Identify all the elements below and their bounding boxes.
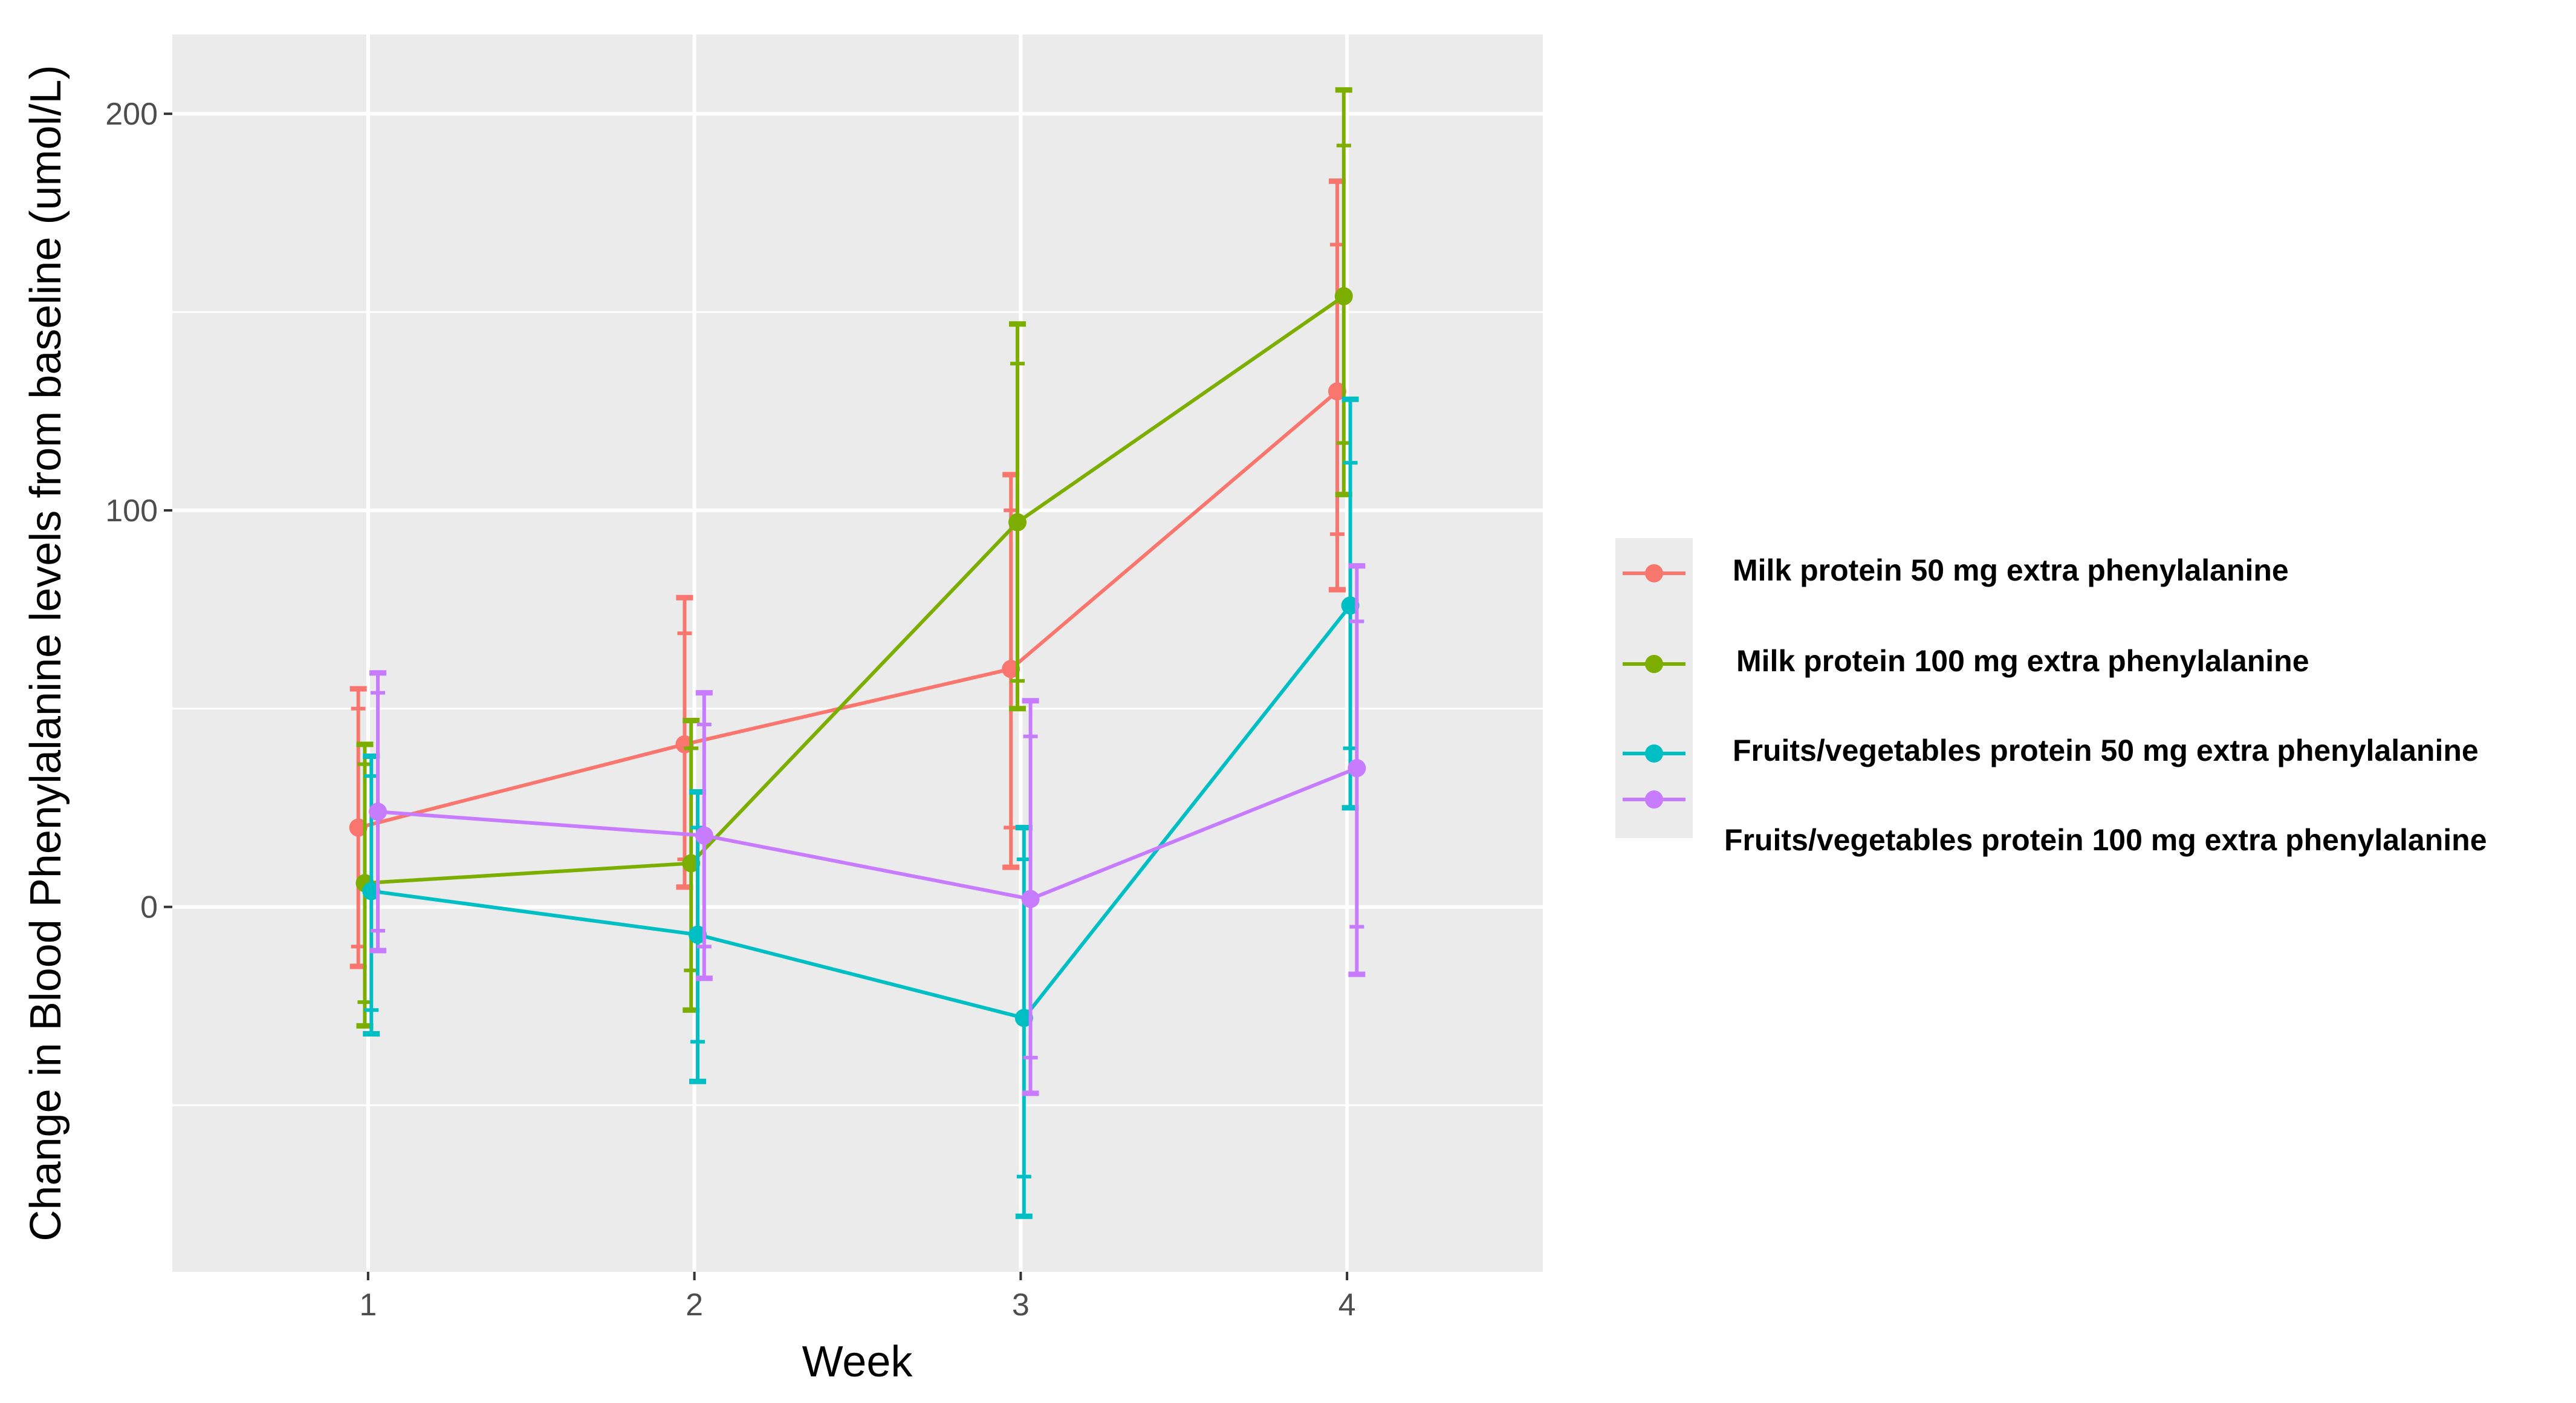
- legend-label: Milk protein 100 mg extra phenylalanine: [1736, 644, 2309, 678]
- legend-item-3: Fruits/vegetables protein 50 mg extra ph…: [1623, 734, 2479, 767]
- legend-label: Milk protein 50 mg extra phenylalanine: [1733, 553, 2289, 587]
- data-point: [1341, 596, 1360, 615]
- legend-item-2: Milk protein 100 mg extra phenylalanine: [1623, 644, 2309, 678]
- legend-label: Fruits/vegetables protein 50 mg extra ph…: [1733, 734, 2479, 767]
- data-point: [1008, 513, 1027, 532]
- x-tick-label: 3: [1012, 1287, 1030, 1323]
- series-line: [371, 604, 1352, 1020]
- data-point: [1334, 287, 1353, 305]
- data-point: [695, 826, 713, 845]
- y-tick-label: 200: [105, 97, 158, 132]
- legend-label: Fruits/vegetables protein 100 mg extra p…: [1724, 823, 2487, 857]
- series-line: [357, 389, 1338, 830]
- series-line: [365, 295, 1345, 885]
- legend-key-point: [1645, 564, 1663, 582]
- legend-key-point: [1645, 744, 1663, 763]
- x-tick-label: 1: [359, 1287, 377, 1323]
- x-tick-label: 4: [1338, 1287, 1356, 1323]
- legend-key-background: [1615, 538, 1693, 838]
- data-point: [1348, 759, 1366, 778]
- y-tick-label: 0: [140, 890, 158, 925]
- series-layer: [349, 87, 1366, 1219]
- data-point: [1002, 660, 1020, 679]
- data-point: [349, 818, 368, 837]
- data-point: [1021, 890, 1040, 908]
- data-point: [369, 802, 388, 821]
- y-axis-title: Change in Blood Phenylalanine levels fro…: [22, 65, 70, 1241]
- legend-item-1: Milk protein 50 mg extra phenylalanine: [1623, 553, 2289, 587]
- axis-layer: 0 100 200 1 2 3 4: [105, 97, 1355, 1323]
- data-point: [682, 854, 701, 873]
- x-axis-title: Week: [802, 1338, 913, 1386]
- series-line: [377, 766, 1358, 901]
- y-tick-label: 100: [105, 493, 158, 529]
- series-4: [369, 563, 1366, 1096]
- grid-major: [172, 34, 1543, 1272]
- legend-key-point: [1645, 790, 1663, 809]
- series-2: [355, 87, 1353, 1029]
- data-point: [689, 925, 707, 944]
- grid-minor: [172, 311, 1543, 1107]
- data-point: [362, 882, 381, 900]
- series-3: [362, 396, 1360, 1219]
- data-point: [1014, 1009, 1033, 1027]
- data-point: [1328, 382, 1346, 401]
- legend: Milk protein 50 mg extra phenylalanine Mi…: [1623, 553, 2487, 857]
- legend-key-point: [1645, 655, 1663, 673]
- legend-item-4: Fruits/vegetables protein 100 mg extra p…: [1623, 790, 2487, 857]
- x-tick-label: 2: [686, 1287, 703, 1323]
